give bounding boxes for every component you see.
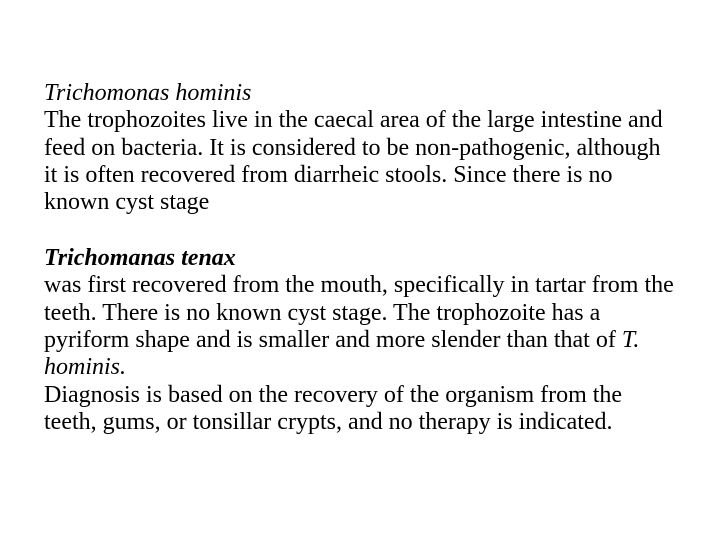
- body-trichomonas-hominis: The trophozoites live in the caecal area…: [44, 107, 676, 216]
- section-trichomonas-hominis: Trichomonas hominis The trophozoites liv…: [44, 80, 676, 217]
- slide: Trichomonas hominis The trophozoites liv…: [0, 0, 720, 540]
- section-trichomanas-tenax: Trichomanas tenax was first recovered fr…: [44, 245, 676, 437]
- heading-trichomonas-hominis: Trichomonas hominis: [44, 80, 676, 107]
- heading-trichomanas-tenax: Trichomanas tenax: [44, 245, 676, 272]
- body-tenax-part2: Diagnosis is based on the recovery of th…: [44, 382, 622, 435]
- body-trichomanas-tenax: was first recovered from the mouth, spec…: [44, 272, 676, 436]
- body-tenax-part1: was first recovered from the mouth, spec…: [44, 272, 674, 353]
